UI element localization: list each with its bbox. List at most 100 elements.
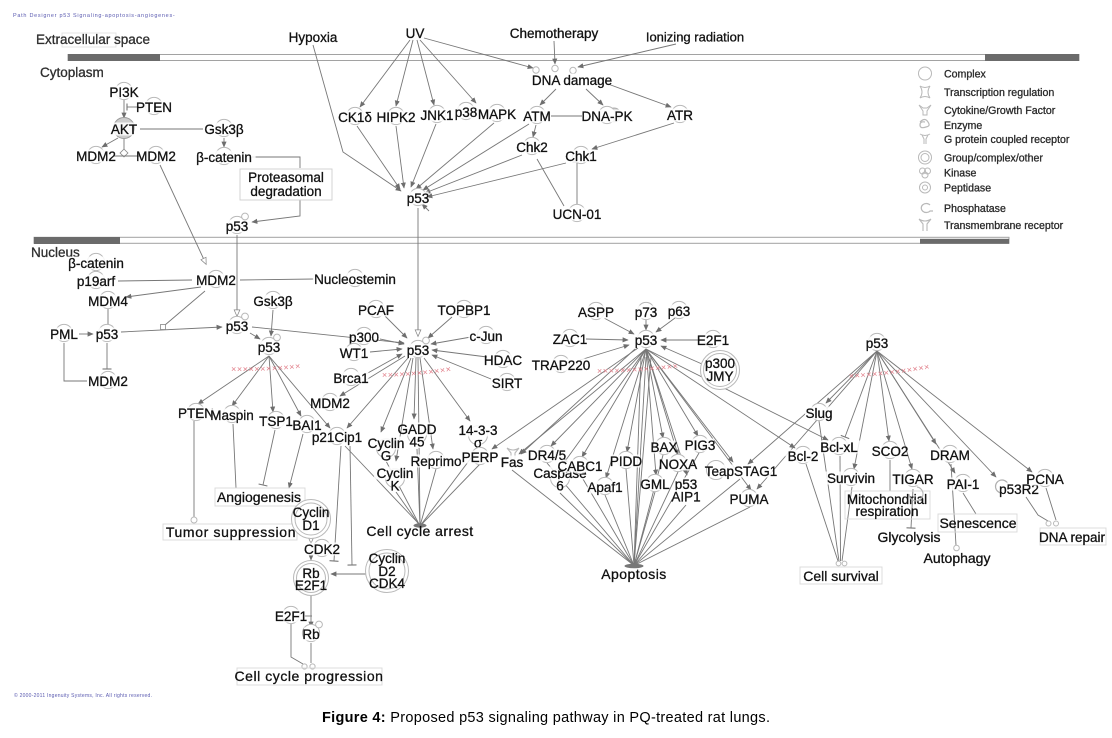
svg-text:MDM2: MDM2: [310, 396, 350, 411]
svg-text:Nucleostemin: Nucleostemin: [314, 272, 396, 287]
svg-text:PUMA: PUMA: [729, 492, 768, 507]
svg-text:AKT: AKT: [111, 122, 137, 137]
svg-text:CABC1: CABC1: [557, 459, 602, 474]
svg-text:Bcl-xL: Bcl-xL: [820, 440, 858, 455]
svg-text:Cell survival: Cell survival: [803, 568, 878, 584]
svg-text:Ionizing radiation: Ionizing radiation: [646, 30, 744, 45]
svg-text:Chemotherapy: Chemotherapy: [510, 26, 599, 41]
svg-text:β-catenin: β-catenin: [196, 150, 252, 165]
svg-text:Proteasomal: Proteasomal: [248, 170, 324, 185]
svg-text:© 2000-2011 Ingenuity Systems,: © 2000-2011 Ingenuity Systems, Inc. All …: [14, 692, 152, 699]
svg-text:45: 45: [409, 434, 424, 449]
svg-text:Senescence: Senescence: [939, 515, 1016, 531]
svg-text:p53: p53: [866, 336, 889, 351]
svg-text:TSP1: TSP1: [259, 414, 293, 429]
svg-text:Glycolysis: Glycolysis: [877, 529, 940, 545]
svg-text:Angiogenesis: Angiogenesis: [217, 489, 301, 505]
svg-text:TRAP220: TRAP220: [532, 358, 591, 373]
svg-text:Gsk3β: Gsk3β: [204, 122, 244, 137]
svg-text:HIPK2: HIPK2: [376, 110, 415, 125]
svg-text:CK1δ: CK1δ: [338, 110, 372, 125]
svg-text:Apoptosis: Apoptosis: [601, 566, 667, 582]
svg-text:respiration: respiration: [855, 504, 918, 519]
svg-text:ATR: ATR: [667, 108, 693, 123]
svg-text:Chk1: Chk1: [565, 149, 597, 164]
svg-text:Reprimo: Reprimo: [410, 454, 461, 469]
svg-text:TOPBP1: TOPBP1: [437, 303, 490, 318]
svg-text:ZAC1: ZAC1: [553, 332, 588, 347]
svg-text:p300: p300: [349, 330, 379, 345]
svg-text:Group/complex/other: Group/complex/other: [944, 152, 1043, 164]
svg-text:JNK1: JNK1: [420, 108, 453, 123]
svg-text:p38: p38: [455, 105, 478, 120]
svg-text:PTEN: PTEN: [136, 100, 172, 115]
svg-text:PML: PML: [50, 327, 78, 342]
svg-text:ASPP: ASPP: [578, 305, 614, 320]
svg-text:p53: p53: [226, 319, 249, 334]
svg-text:Apaf1: Apaf1: [587, 480, 622, 495]
svg-text:Kinase: Kinase: [944, 167, 976, 179]
svg-text:p19arf: p19arf: [77, 274, 116, 289]
svg-text:Rb: Rb: [302, 627, 319, 642]
svg-text:Transcription regulation: Transcription regulation: [944, 87, 1054, 99]
svg-text:MDM2: MDM2: [136, 149, 176, 164]
svg-text:HDAC: HDAC: [484, 353, 523, 368]
svg-text:Figure 4: Proposed p53 signali: Figure 4: Proposed p53 signaling pathway…: [322, 710, 770, 726]
svg-text:DRAM: DRAM: [930, 448, 970, 463]
svg-text:JMY: JMY: [707, 369, 734, 384]
svg-text:K: K: [390, 478, 399, 493]
svg-text:DNA repair: DNA repair: [1039, 530, 1106, 545]
svg-text:WT1: WT1: [340, 346, 369, 361]
svg-text:DNA damage: DNA damage: [532, 73, 612, 88]
svg-text:AIP1: AIP1: [671, 489, 700, 504]
svg-text:TIGAR: TIGAR: [892, 472, 934, 487]
svg-text:Brca1: Brca1: [333, 371, 368, 386]
svg-text:PTEN: PTEN: [178, 406, 214, 421]
svg-text:SCO2: SCO2: [872, 444, 909, 459]
svg-text:NOXA: NOXA: [659, 457, 697, 472]
svg-text:Path Designer p53 Signaling-ap: Path Designer p53 Signaling-apoptosis-an…: [13, 13, 175, 19]
svg-text:Cytoplasm: Cytoplasm: [40, 65, 104, 80]
svg-text:Maspin: Maspin: [210, 408, 254, 423]
svg-text:p53: p53: [407, 191, 430, 206]
svg-text:c-Jun: c-Jun: [469, 329, 502, 344]
svg-text:SIRT: SIRT: [492, 376, 523, 391]
svg-text:Hypoxia: Hypoxia: [289, 30, 338, 45]
svg-text:MDM2: MDM2: [196, 273, 236, 288]
svg-text:β-catenin: β-catenin: [68, 256, 124, 271]
svg-text:Fas: Fas: [501, 455, 524, 470]
svg-text:Tumor suppression: Tumor suppression: [166, 524, 296, 540]
svg-text:Transmembrane receptor: Transmembrane receptor: [944, 220, 1064, 232]
svg-text:CDK2: CDK2: [304, 542, 340, 557]
svg-text:MDM2: MDM2: [88, 374, 128, 389]
svg-text:CDK4: CDK4: [369, 576, 406, 591]
svg-text:Gsk3β: Gsk3β: [253, 294, 293, 309]
svg-text:D1: D1: [302, 518, 319, 533]
svg-text:Phosphatase: Phosphatase: [944, 203, 1006, 215]
svg-text:6: 6: [556, 478, 564, 493]
svg-text:p73: p73: [635, 305, 658, 320]
svg-text:PIG3: PIG3: [685, 438, 716, 453]
svg-text:BAX: BAX: [650, 440, 677, 455]
svg-text:PCAF: PCAF: [358, 303, 394, 318]
svg-text:E2F1: E2F1: [697, 333, 729, 348]
svg-text:Survivin: Survivin: [827, 471, 875, 486]
svg-text:MDM4: MDM4: [88, 294, 128, 309]
svg-text:p53: p53: [226, 219, 249, 234]
svg-text:p21Cip1: p21Cip1: [312, 430, 362, 445]
svg-text:p53: p53: [258, 340, 281, 355]
svg-text:TeapSTAG1: TeapSTAG1: [705, 464, 778, 479]
svg-text:PIDD: PIDD: [610, 454, 643, 469]
svg-text:p53: p53: [407, 343, 430, 358]
svg-text:PAI-1: PAI-1: [947, 477, 980, 492]
svg-text:G protein coupled receptor: G protein coupled receptor: [944, 134, 1070, 146]
svg-text:DNA-PK: DNA-PK: [581, 109, 632, 124]
svg-text:UCN-01: UCN-01: [553, 207, 602, 222]
svg-text:E2F1: E2F1: [275, 609, 307, 624]
svg-text:G: G: [381, 448, 392, 463]
svg-text:Cell cycle progression: Cell cycle progression: [234, 668, 383, 684]
svg-text:MDM2: MDM2: [76, 149, 116, 164]
svg-text:p53: p53: [96, 327, 119, 342]
svg-text:Peptidase: Peptidase: [944, 182, 991, 194]
svg-text:UV: UV: [406, 26, 425, 41]
